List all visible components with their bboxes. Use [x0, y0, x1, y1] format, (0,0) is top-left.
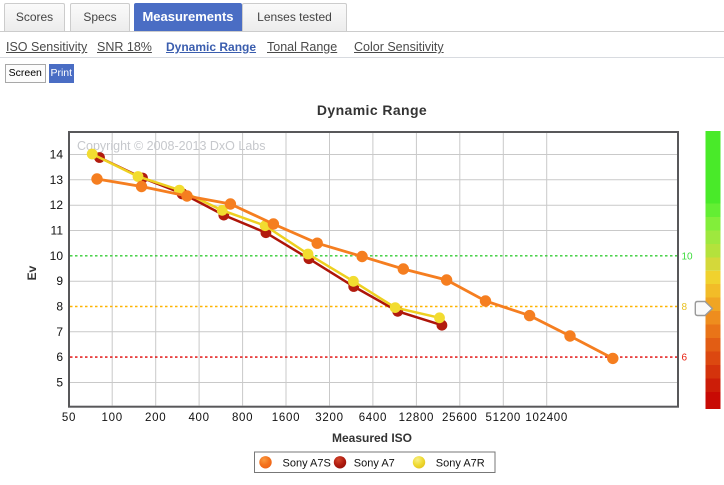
svg-text:200: 200: [145, 412, 166, 424]
svg-text:10: 10: [682, 251, 694, 262]
svg-text:1600: 1600: [272, 412, 300, 424]
svg-text:25600: 25600: [442, 412, 477, 424]
svg-text:Sony A7S: Sony A7S: [283, 458, 331, 470]
svg-text:8: 8: [56, 300, 63, 314]
svg-text:14: 14: [50, 148, 64, 162]
svg-text:8: 8: [682, 302, 688, 313]
svg-text:12: 12: [50, 198, 64, 212]
svg-text:12800: 12800: [399, 412, 434, 424]
svg-text:Measured ISO: Measured ISO: [332, 431, 412, 445]
svg-text:Sony A7: Sony A7: [354, 458, 395, 470]
svg-text:Ev: Ev: [25, 265, 39, 280]
svg-text:Copyright © 2008-2013 DxO Labs: Copyright © 2008-2013 DxO Labs: [77, 139, 265, 153]
svg-text:100: 100: [102, 412, 123, 424]
svg-text:5: 5: [56, 376, 63, 390]
svg-text:7: 7: [56, 325, 63, 339]
svg-text:400: 400: [188, 412, 209, 424]
svg-text:50: 50: [62, 412, 76, 424]
svg-text:6: 6: [682, 353, 688, 364]
svg-text:3200: 3200: [315, 412, 343, 424]
svg-text:Sony A7R: Sony A7R: [436, 458, 485, 470]
svg-text:800: 800: [232, 412, 253, 424]
svg-text:Dynamic Range: Dynamic Range: [317, 102, 427, 118]
svg-text:13: 13: [50, 173, 64, 187]
svg-text:6400: 6400: [359, 412, 387, 424]
svg-text:51200: 51200: [486, 412, 521, 424]
svg-text:10: 10: [50, 249, 64, 263]
svg-text:102400: 102400: [525, 412, 568, 424]
svg-text:11: 11: [51, 224, 64, 238]
svg-text:6: 6: [56, 350, 63, 364]
svg-text:9: 9: [56, 274, 63, 288]
